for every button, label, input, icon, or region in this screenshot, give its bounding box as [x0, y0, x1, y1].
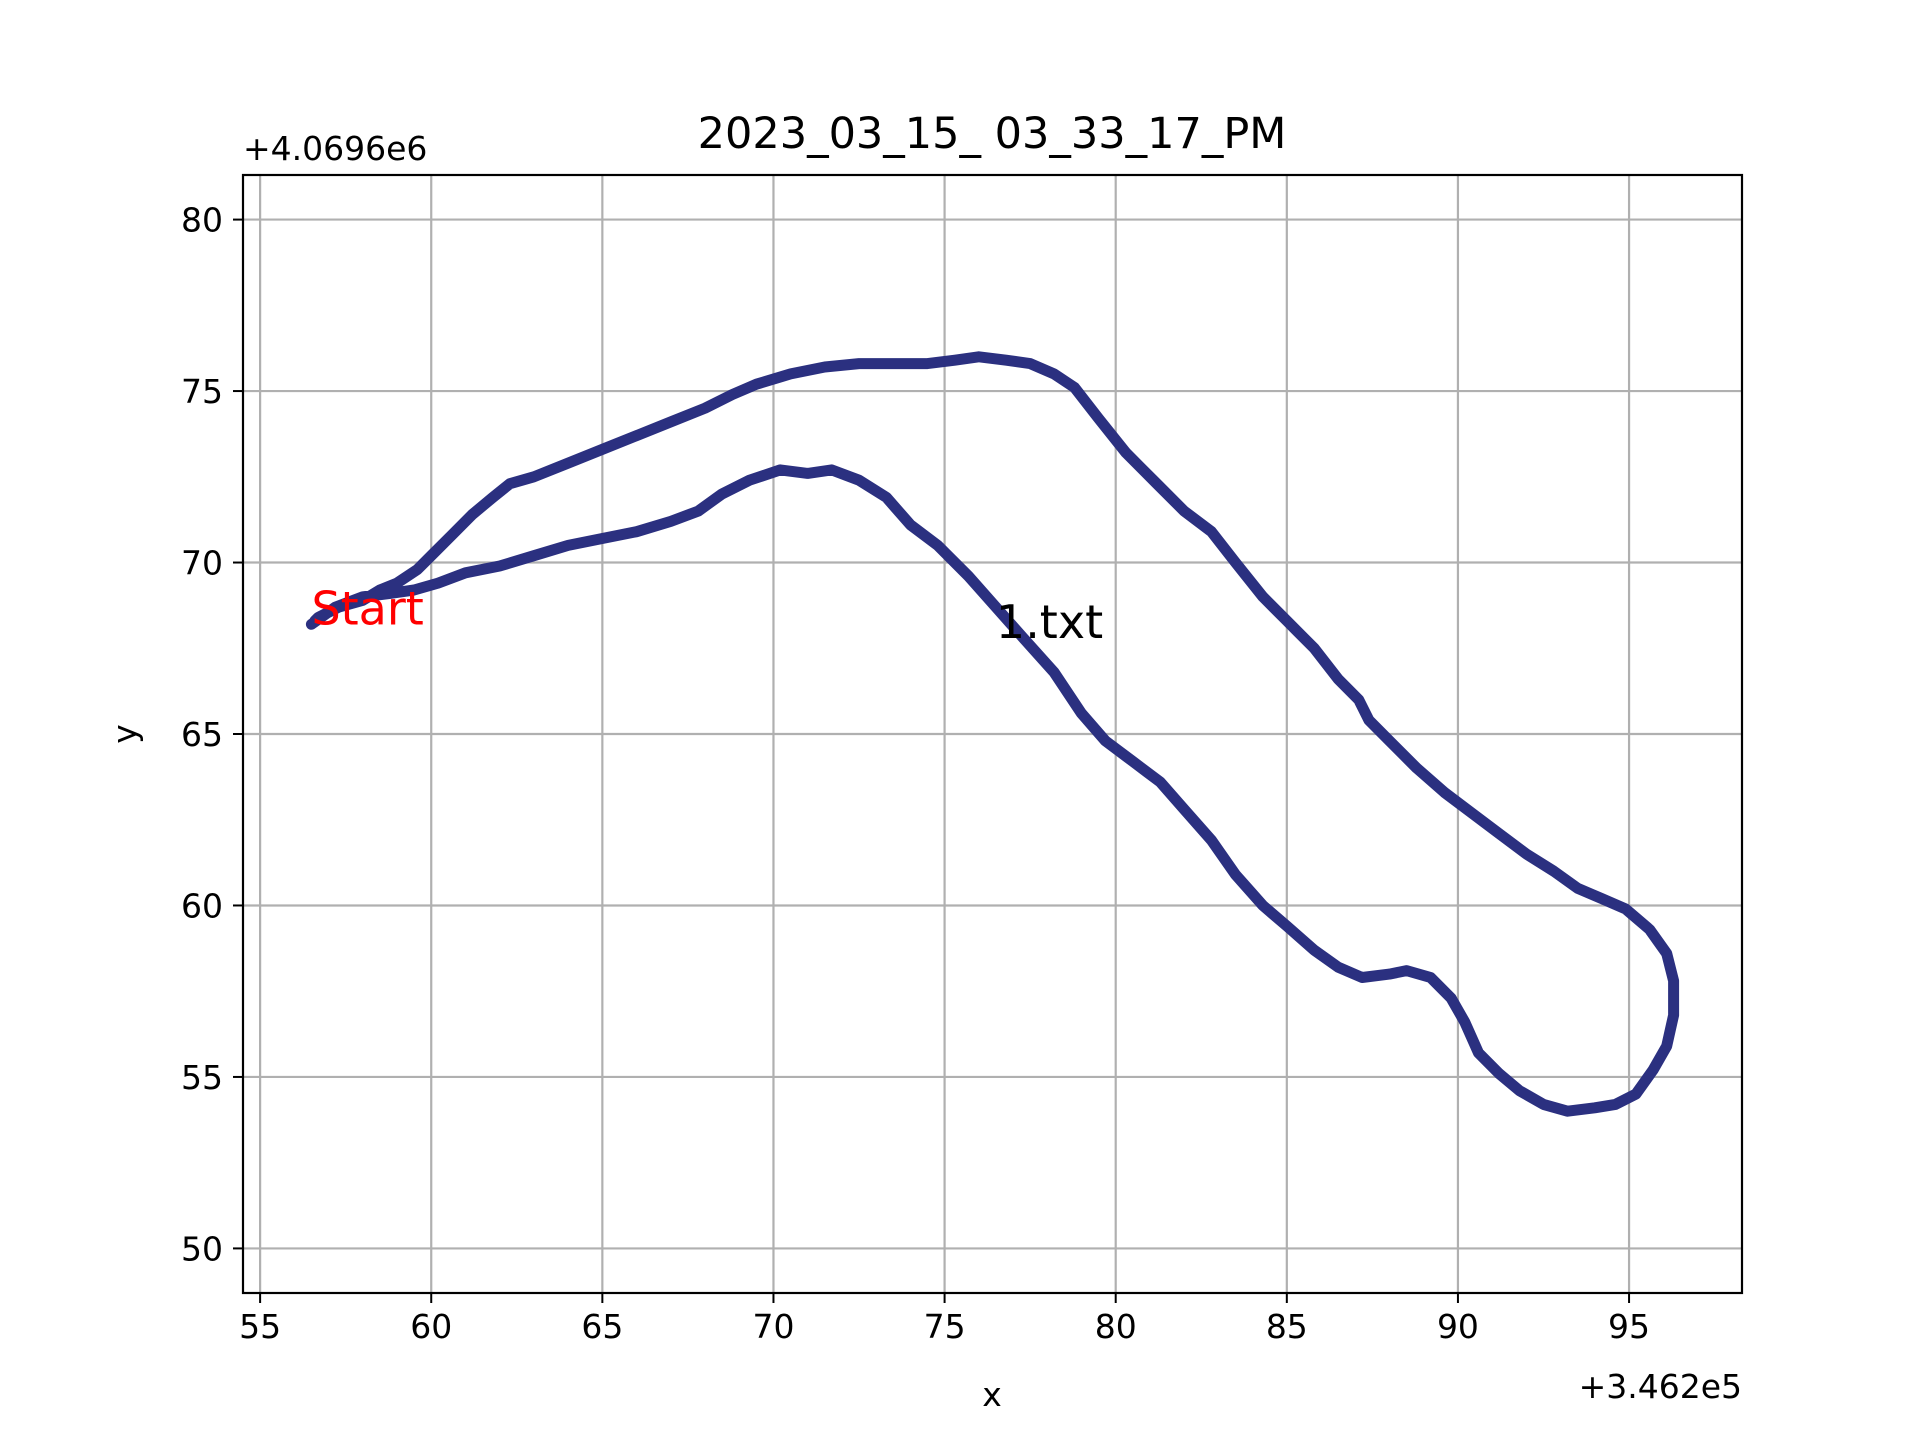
x-tick-label: 95: [1608, 1307, 1650, 1346]
x-tick-label: 65: [581, 1307, 623, 1346]
annotations: Start 1.txt: [311, 581, 1103, 649]
x-axis-label: x: [982, 1375, 1002, 1414]
y-tick-label: 80: [181, 201, 223, 240]
y-tick-label: 65: [181, 715, 223, 754]
y-tick-label: 75: [181, 372, 223, 411]
y-tick-label: 60: [181, 886, 223, 925]
y-tick-label: 55: [181, 1058, 223, 1097]
annotation-0: Start: [311, 581, 423, 635]
grid: [243, 175, 1742, 1293]
x-tick-label: 85: [1266, 1307, 1308, 1346]
x-tick-label: 75: [924, 1307, 966, 1346]
y-offset-label: +4.0696e6: [243, 129, 427, 168]
trajectory-line-0: [305, 351, 1680, 1117]
chart-title: 2023_03_15_ 03_33_17_PM: [698, 109, 1287, 159]
x-tick-label: 90: [1437, 1307, 1479, 1346]
x-tick-label: 70: [752, 1307, 794, 1346]
y-tick-label: 50: [181, 1229, 223, 1268]
axis-ticks: 55 60 65 70 75 80 85 90 95 50 55 60 65 70 75 80: [181, 201, 1650, 1346]
series-layer: [305, 351, 1680, 1117]
x-tick-label: 60: [410, 1307, 452, 1346]
annotation-1: 1.txt: [996, 595, 1103, 649]
x-offset-label: +3.462e5: [1579, 1367, 1742, 1406]
x-tick-label: 80: [1095, 1307, 1137, 1346]
x-tick-label: 55: [239, 1307, 281, 1346]
y-tick-label: 70: [181, 544, 223, 583]
y-axis-label: y: [105, 724, 144, 744]
